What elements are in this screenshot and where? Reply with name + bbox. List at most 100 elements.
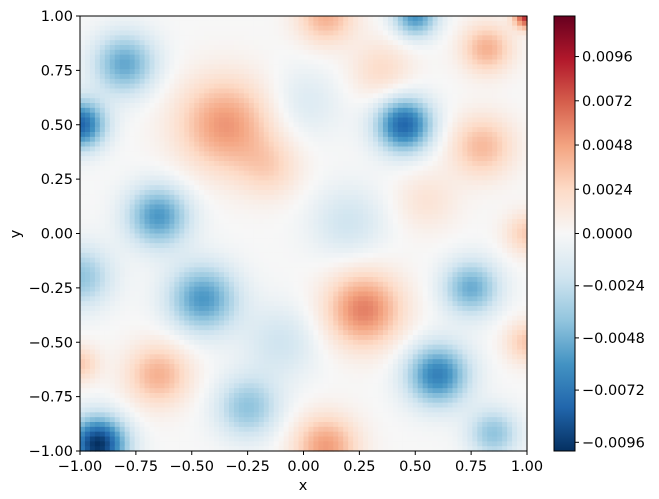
heatmap-cell: [159, 112, 166, 119]
heatmap-cell: [248, 339, 255, 346]
heatmap-cell: [328, 170, 334, 177]
heatmap-cell: [89, 233, 96, 239]
heatmap-cell: [109, 185, 116, 191]
heatmap-cell: [273, 252, 280, 259]
heatmap-cell: [184, 25, 190, 32]
heatmap-cell: [184, 407, 190, 413]
heatmap-cell: [343, 407, 349, 413]
heatmap-cell: [99, 165, 106, 172]
heatmap-cell: [124, 190, 131, 196]
heatmap-cell: [189, 180, 195, 186]
heatmap-cell: [184, 243, 190, 249]
heatmap-cell: [263, 78, 270, 85]
heatmap-cell: [94, 267, 101, 273]
heatmap-cell: [149, 161, 156, 167]
heatmap-cell: [219, 301, 225, 307]
heatmap-cell: [263, 417, 270, 423]
heatmap-cell: [99, 40, 106, 46]
heatmap-cell: [104, 223, 111, 230]
heatmap-cell: [348, 141, 354, 148]
heatmap-cell: [263, 74, 270, 80]
heatmap-cell: [263, 40, 270, 46]
heatmap-cell: [174, 30, 180, 36]
heatmap-cell: [333, 402, 339, 409]
heatmap-cell: [343, 412, 349, 418]
heatmap-cell: [189, 296, 195, 302]
heatmap-cell: [313, 402, 319, 409]
heatmap-cell: [313, 407, 319, 413]
heatmap-cell: [243, 277, 250, 283]
heatmap-cell: [164, 146, 170, 152]
heatmap-cell: [323, 204, 329, 210]
heatmap-cell: [328, 325, 334, 331]
heatmap-cell: [263, 286, 270, 293]
heatmap-cell: [174, 320, 180, 326]
heatmap-cell: [338, 291, 344, 297]
heatmap-cell: [219, 388, 225, 394]
heatmap-cell: [199, 59, 205, 65]
heatmap-cell: [209, 45, 215, 51]
heatmap-cell: [174, 40, 180, 46]
heatmap-cell: [164, 49, 170, 56]
heatmap-cell: [184, 354, 190, 360]
heatmap-cell: [323, 49, 329, 56]
heatmap-cell: [308, 93, 315, 99]
heatmap-cell: [159, 397, 166, 404]
heatmap-cell: [139, 228, 146, 235]
heatmap-cell: [114, 103, 121, 109]
heatmap-cell: [139, 54, 146, 61]
heatmap-cell: [313, 78, 319, 85]
heatmap-cell: [224, 320, 230, 326]
heatmap-cell: [104, 40, 111, 46]
heatmap-cell: [248, 286, 255, 293]
heatmap-cell: [124, 16, 131, 22]
heatmap-cell: [119, 165, 126, 172]
heatmap-cell: [134, 35, 141, 41]
heatmap-cell: [224, 209, 230, 215]
heatmap-cell: [114, 243, 121, 249]
heatmap-cell: [199, 180, 205, 186]
heatmap-cell: [318, 214, 324, 220]
heatmap-cell: [328, 373, 334, 380]
heatmap-cell: [89, 64, 96, 70]
heatmap-cell: [273, 199, 280, 206]
heatmap-cell: [224, 30, 230, 36]
heatmap-cell: [104, 74, 111, 80]
heatmap-cell: [268, 180, 275, 186]
heatmap-cell: [328, 407, 334, 413]
heatmap-cell: [184, 219, 190, 225]
heatmap-cell: [189, 78, 195, 85]
heatmap-cell: [353, 107, 359, 114]
heatmap-cell: [248, 359, 255, 365]
heatmap-cell: [338, 431, 344, 438]
heatmap-cell: [194, 35, 200, 41]
heatmap-cell: [189, 339, 195, 346]
heatmap-cell: [288, 93, 295, 99]
heatmap-cell: [104, 402, 111, 409]
heatmap-cell: [149, 441, 156, 447]
heatmap-cell: [333, 233, 339, 239]
heatmap-cell: [214, 93, 220, 99]
heatmap-cell: [129, 228, 136, 235]
heatmap-cell: [283, 301, 290, 307]
heatmap-cell: [313, 243, 319, 249]
heatmap-cell: [129, 402, 136, 409]
heatmap-cell: [144, 310, 151, 317]
heatmap-cell: [268, 267, 275, 273]
heatmap-cell: [109, 281, 116, 288]
heatmap-cell: [258, 412, 265, 418]
heatmap-cell: [169, 49, 175, 56]
heatmap-cell: [263, 315, 270, 322]
heatmap-cell: [164, 446, 170, 452]
heatmap-cell: [278, 378, 285, 384]
heatmap-cell: [169, 359, 175, 365]
heatmap-cell: [134, 209, 141, 215]
heatmap-cell: [219, 170, 225, 177]
heatmap-cell: [144, 364, 151, 370]
heatmap-cell: [224, 20, 230, 27]
heatmap-cell: [84, 272, 91, 278]
heatmap-cell: [348, 161, 354, 167]
heatmap-cell: [80, 364, 86, 370]
heatmap-cell: [318, 35, 324, 41]
heatmap-cell: [308, 373, 315, 380]
